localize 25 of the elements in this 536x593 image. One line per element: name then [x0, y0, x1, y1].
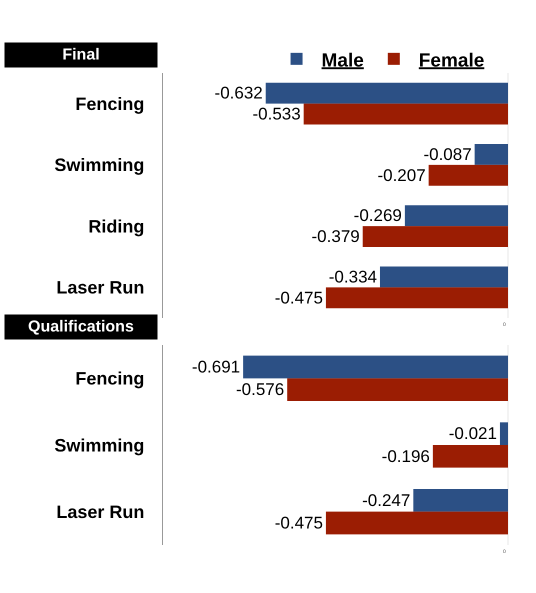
y-tick-label: Laser Run: [56, 502, 144, 522]
data-label: -0.632: [214, 84, 263, 103]
y-tick-label: Swimming: [54, 155, 144, 176]
data-label: -0.334: [328, 267, 377, 286]
y-tick-label: Fencing: [75, 368, 144, 389]
data-label: -0.087: [423, 144, 472, 164]
data-label: -0.247: [362, 490, 410, 510]
data-label: -0.533: [252, 104, 301, 124]
chart-title: Qualifications: [28, 318, 134, 336]
data-label: -0.475: [274, 514, 323, 532]
y-tick-label: Swimming: [54, 435, 144, 456]
legend-label: Male: [322, 50, 364, 72]
data-label: -0.196: [382, 446, 430, 466]
data-label: -0.475: [274, 288, 323, 308]
data-label: -0.379: [312, 227, 360, 246]
y-tick-label: Laser Run: [56, 278, 144, 298]
chart-title: Final: [62, 46, 100, 64]
data-label: -0.269: [354, 206, 402, 226]
y-tick-label: Fencing: [75, 94, 144, 114]
legend-label: Female: [418, 50, 484, 72]
data-label: -0.691: [192, 358, 240, 376]
y-tick-label: Riding: [88, 216, 144, 236]
data-label: -0.576: [236, 380, 284, 400]
data-label: -0.207: [377, 166, 426, 185]
data-label: -0.021: [448, 424, 497, 444]
